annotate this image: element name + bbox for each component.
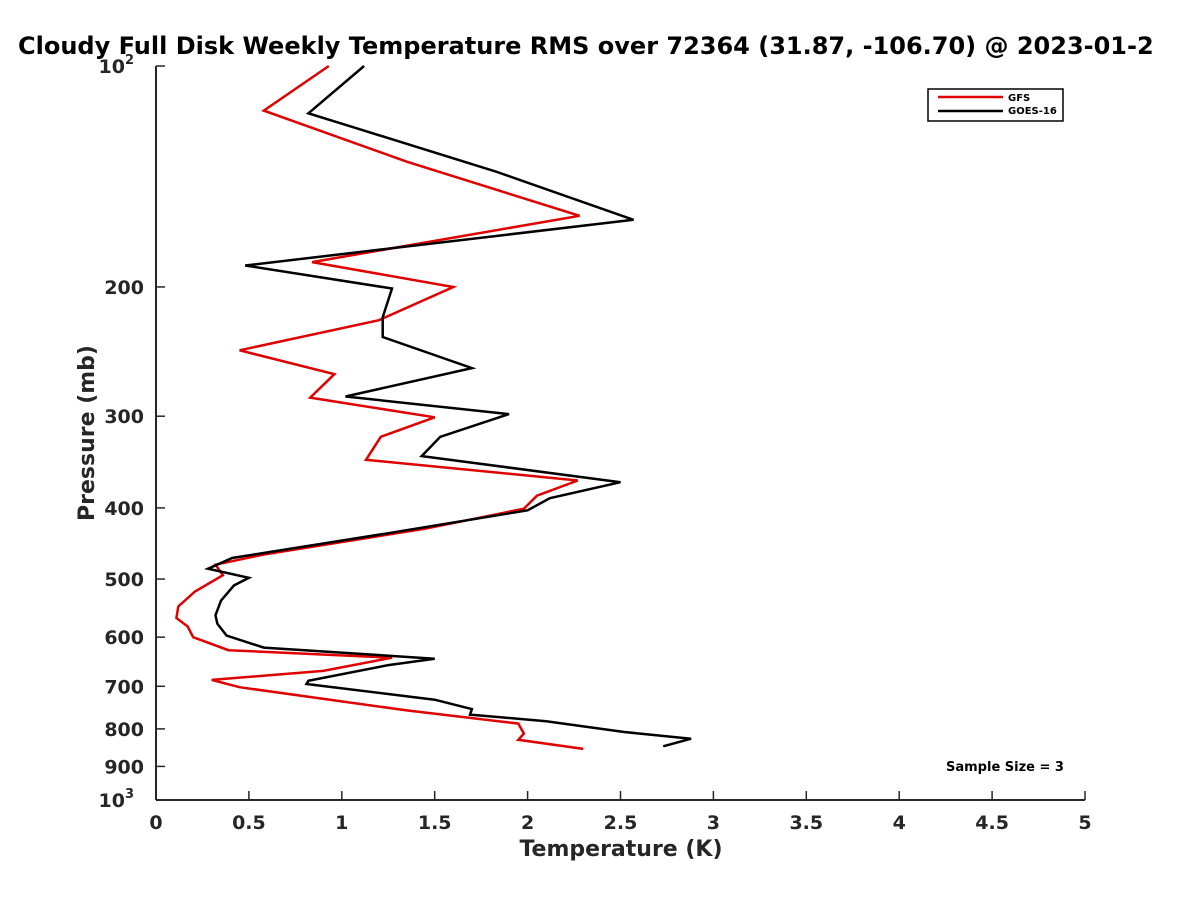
x-tick-label: 1.5	[418, 812, 452, 834]
axes: 0 0.5 1 1.5 2 2.5 3 3.5 4 4.5 51022003004005006007…	[99, 53, 1092, 834]
series-layer	[175, 64, 692, 751]
y-tick-label: 900	[104, 756, 144, 778]
sample-size-annotation: Sample Size = 3	[946, 760, 1064, 775]
x-axis-label: Temperature (K)	[519, 837, 722, 862]
legend-label-gfs: GFS	[1008, 93, 1030, 104]
x-tick-label: 5	[1078, 812, 1091, 834]
y-tick-label: 200	[104, 277, 144, 299]
x-tick-label: 4.5	[975, 812, 1009, 834]
x-tick-label: 2.5	[604, 812, 638, 834]
x-tick-label: 3	[707, 812, 720, 834]
chart-title: Cloudy Full Disk Weekly Temperature RMS …	[18, 32, 1154, 60]
x-tick-label: 0	[149, 812, 162, 834]
legend-box	[927, 88, 1064, 122]
legend: GFS GOES-16	[927, 88, 1064, 122]
y-tick-label: 300	[104, 406, 144, 428]
series-line-gfs	[175, 64, 584, 751]
y-tick-label: 700	[104, 676, 144, 698]
y-tick-label: 800	[104, 719, 144, 741]
x-tick-label: 3.5	[789, 812, 823, 834]
y-tick-label: 600	[104, 627, 144, 649]
x-tick-label: 2	[521, 812, 534, 834]
x-tick-label: 4	[893, 812, 906, 834]
legend-label-goes16: GOES-16	[1008, 106, 1057, 117]
y-tick-label: 500	[104, 569, 144, 591]
x-tick-label: 0.5	[232, 812, 266, 834]
series-line-goes16	[204, 65, 692, 748]
y-axis-label: Pressure (mb)	[75, 345, 100, 521]
x-tick-label: 1	[335, 812, 348, 834]
y-tick-label: 400	[104, 498, 144, 520]
